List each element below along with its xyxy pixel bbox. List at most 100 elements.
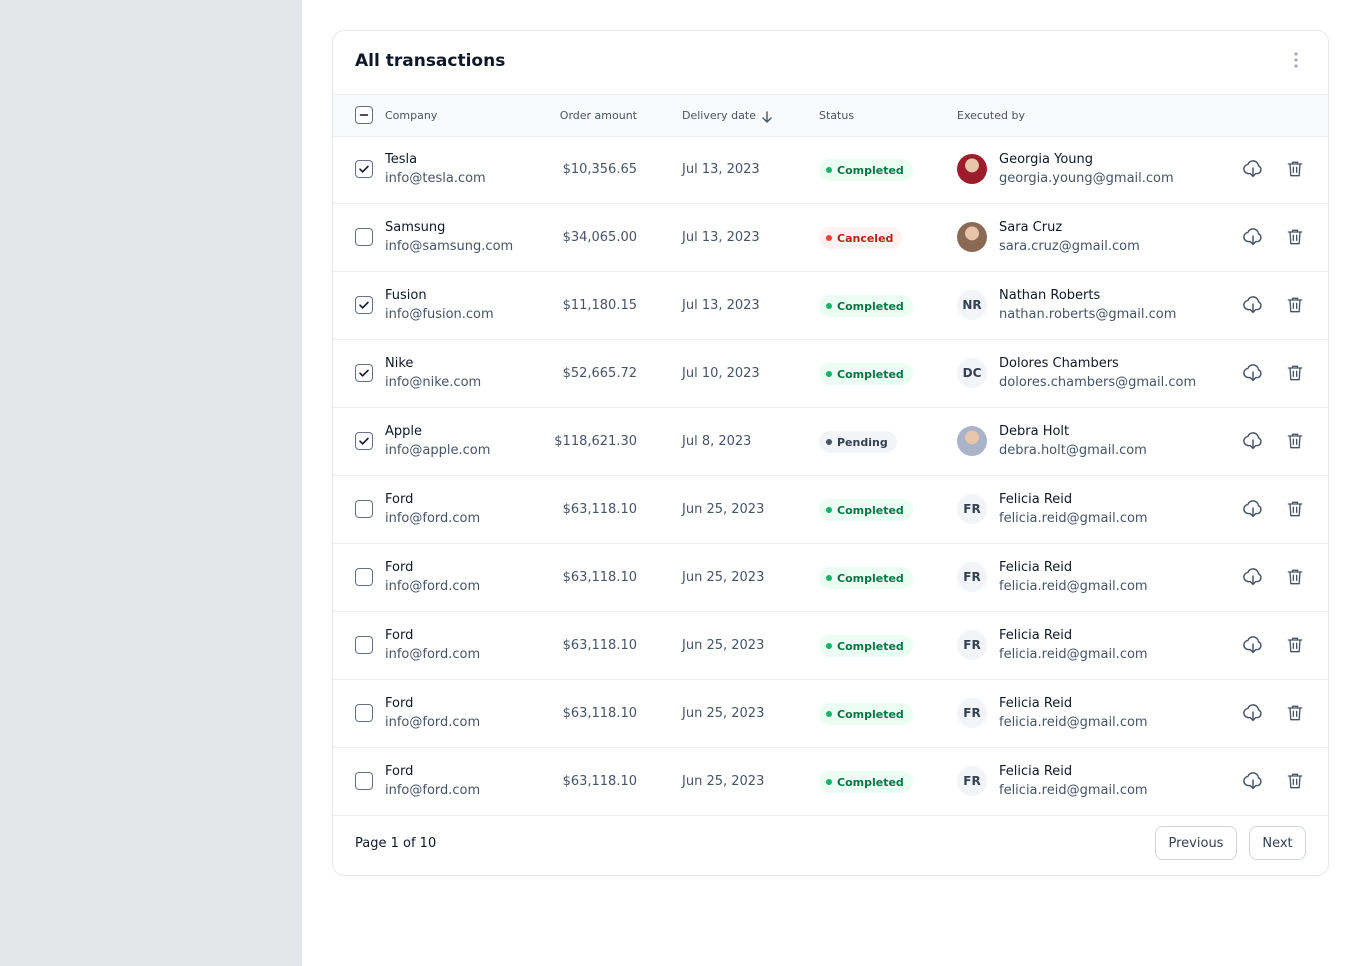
previous-button[interactable]: Previous bbox=[1155, 826, 1237, 860]
row-checkbox[interactable] bbox=[355, 364, 373, 382]
row-checkbox[interactable] bbox=[355, 296, 373, 314]
company-email: info@samsung.com bbox=[385, 239, 514, 254]
executor-name: Nathan Roberts bbox=[999, 288, 1101, 303]
company-email: info@tesla.com bbox=[385, 171, 486, 186]
download-button[interactable] bbox=[1242, 362, 1264, 384]
table-row: Samsung info@samsung.com $34,065.00 Jul 13,… bbox=[333, 204, 1328, 272]
row-checkbox[interactable] bbox=[355, 636, 373, 654]
row-checkbox[interactable] bbox=[355, 500, 373, 518]
delete-button[interactable] bbox=[1285, 635, 1305, 655]
row-checkbox[interactable] bbox=[355, 772, 373, 790]
executor-name: Felicia Reid bbox=[999, 560, 1073, 575]
download-button[interactable] bbox=[1242, 158, 1264, 180]
delete-button[interactable] bbox=[1285, 431, 1305, 451]
status-dot bbox=[826, 779, 832, 785]
status-text: Completed bbox=[837, 571, 904, 585]
avatar: DC bbox=[957, 358, 987, 388]
delete-button[interactable] bbox=[1285, 295, 1305, 315]
status-text: Completed bbox=[837, 367, 904, 381]
executor-email: georgia.young@gmail.com bbox=[999, 171, 1174, 186]
status-badge: Completed bbox=[819, 771, 913, 793]
sort-icon[interactable] bbox=[761, 109, 773, 123]
download-button[interactable] bbox=[1242, 566, 1264, 588]
status-text: Completed bbox=[837, 775, 904, 789]
table-row: Apple info@apple.com $118,621.30 Jul 8, 202… bbox=[333, 408, 1328, 476]
order-amount: $34,065.00 bbox=[562, 230, 637, 245]
table-row: Ford info@ford.com $63,118.10 Jun 25, 2023 C… bbox=[333, 476, 1328, 544]
row-checkbox[interactable] bbox=[355, 228, 373, 246]
status-badge: Completed bbox=[819, 159, 913, 181]
company-email: info@ford.com bbox=[385, 647, 481, 662]
column-header: Delivery date bbox=[682, 109, 756, 122]
card-title: All transactions bbox=[355, 51, 506, 71]
company-email: info@ford.com bbox=[385, 783, 481, 798]
company-name: Ford bbox=[385, 696, 414, 711]
status-dot bbox=[826, 371, 832, 377]
executor-email: felicia.reid@gmail.com bbox=[999, 647, 1148, 662]
table-row: Ford info@ford.com $63,118.10 Jun 25, 2023 C… bbox=[333, 680, 1328, 748]
executor-name: Dolores Chambers bbox=[999, 356, 1119, 371]
delete-button[interactable] bbox=[1285, 227, 1305, 247]
more-menu[interactable] bbox=[1290, 51, 1302, 69]
delete-button[interactable] bbox=[1285, 363, 1305, 383]
company-name: Ford bbox=[385, 492, 414, 507]
company-email: info@ford.com bbox=[385, 511, 481, 526]
status-dot bbox=[826, 303, 832, 309]
avatar: FR bbox=[957, 698, 987, 728]
avatar: FR bbox=[957, 630, 987, 660]
executor-email: sara.cruz@gmail.com bbox=[999, 239, 1140, 254]
executor-email: dolores.chambers@gmail.com bbox=[999, 375, 1197, 390]
column-header: Company bbox=[385, 109, 438, 122]
download-button[interactable] bbox=[1242, 702, 1264, 724]
order-amount: $118,621.30 bbox=[554, 434, 637, 449]
avatar: FR bbox=[957, 766, 987, 796]
download-button[interactable] bbox=[1242, 226, 1264, 248]
table-row: Ford info@ford.com $63,118.10 Jun 25, 2023 C… bbox=[333, 748, 1328, 816]
delete-button[interactable] bbox=[1285, 499, 1305, 519]
download-button[interactable] bbox=[1242, 770, 1264, 792]
delivery-date: Jun 25, 2023 bbox=[682, 774, 765, 789]
delivery-date: Jun 25, 2023 bbox=[682, 638, 765, 653]
row-checkbox[interactable] bbox=[355, 568, 373, 586]
next-button[interactable]: Next bbox=[1249, 826, 1306, 860]
delete-button[interactable] bbox=[1285, 771, 1305, 791]
company-email: info@ford.com bbox=[385, 715, 481, 730]
delivery-date: Jul 8, 2023 bbox=[682, 434, 752, 449]
company-name: Tesla bbox=[385, 152, 418, 167]
download-button[interactable] bbox=[1242, 430, 1264, 452]
delivery-date: Jul 10, 2023 bbox=[682, 366, 760, 381]
order-amount: $63,118.10 bbox=[562, 774, 637, 789]
table-row: Nike info@nike.com $52,665.72 Jul 10, 2023 C… bbox=[333, 340, 1328, 408]
download-button[interactable] bbox=[1242, 498, 1264, 520]
select-all-checkbox[interactable] bbox=[355, 106, 373, 124]
delete-button[interactable] bbox=[1285, 567, 1305, 587]
delete-button[interactable] bbox=[1285, 159, 1305, 179]
status-text: Pending bbox=[837, 435, 888, 449]
delivery-date: Jun 25, 2023 bbox=[682, 570, 765, 585]
sidebar bbox=[0, 0, 302, 966]
order-amount: $52,665.72 bbox=[562, 366, 637, 381]
avatar bbox=[957, 222, 987, 252]
status-dot bbox=[826, 643, 832, 649]
status-text: Canceled bbox=[837, 231, 894, 245]
download-button[interactable] bbox=[1242, 634, 1264, 656]
avatar: FR bbox=[957, 562, 987, 592]
row-checkbox[interactable] bbox=[355, 704, 373, 722]
company-name: Ford bbox=[385, 560, 414, 575]
status-dot bbox=[826, 439, 832, 445]
row-checkbox[interactable] bbox=[355, 432, 373, 450]
executor-name: Felicia Reid bbox=[999, 628, 1073, 643]
status-badge: Canceled bbox=[819, 227, 903, 249]
delivery-date: Jul 13, 2023 bbox=[682, 230, 760, 245]
company-name: Ford bbox=[385, 628, 414, 643]
executor-email: nathan.roberts@gmail.com bbox=[999, 307, 1177, 322]
status-badge: Pending bbox=[819, 431, 897, 453]
executor-email: felicia.reid@gmail.com bbox=[999, 511, 1148, 526]
table-header: Company Order amount Delivery date Status Ex… bbox=[333, 94, 1328, 137]
download-button[interactable] bbox=[1242, 294, 1264, 316]
delete-button[interactable] bbox=[1285, 703, 1305, 723]
row-checkbox[interactable] bbox=[355, 160, 373, 178]
executor-name: Debra Holt bbox=[999, 424, 1070, 439]
